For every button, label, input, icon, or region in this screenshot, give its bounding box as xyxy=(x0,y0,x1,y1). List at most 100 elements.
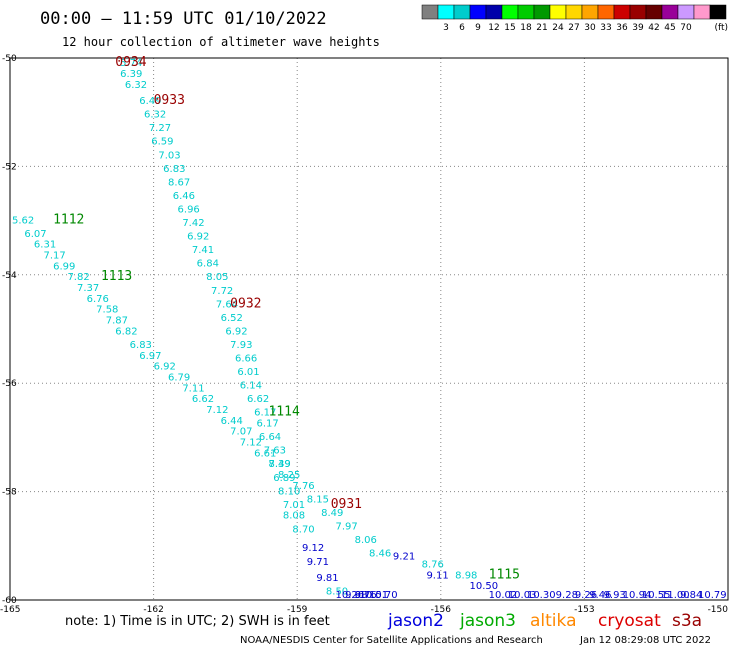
plot-frame xyxy=(9,57,729,601)
cryosat-value-label: 7.27 xyxy=(149,123,171,134)
colorbar-swatch xyxy=(421,4,439,20)
cryosat-value-label: 6.31 xyxy=(34,240,56,251)
colorbar-swatch xyxy=(517,4,535,20)
cryosat-value-label: 6.92 xyxy=(225,326,247,337)
cryosat-value-label: 6.84 xyxy=(197,259,219,270)
cryosat-value-label: 7.93 xyxy=(230,340,252,351)
colorbar-label: 42 xyxy=(648,23,659,33)
pass-label: 1114 xyxy=(268,405,299,420)
x-tick-label: -165 xyxy=(0,605,20,615)
cryosat-value-label: 5.62 xyxy=(12,215,34,226)
cryosat-value-label: 6.17 xyxy=(257,419,279,430)
jason2-value-label: 10.79 xyxy=(698,590,727,601)
jason2-value-label: 9.21 xyxy=(393,551,415,562)
cryosat-value-label: 6.92 xyxy=(187,232,209,243)
colorbar-swatch xyxy=(661,4,679,20)
colorbar-label: 18 xyxy=(520,23,532,33)
jason2-value-label: 9.93 xyxy=(604,590,626,601)
colorbar-label: 24 xyxy=(552,23,564,33)
cryosat-value-label: 6.76 xyxy=(87,294,109,305)
cryosat-value-label: 8.08 xyxy=(283,511,305,522)
footer-credit: NOAA/NESDIS Center for Satellite Applica… xyxy=(240,635,543,646)
jason2-value-label: 10.51 xyxy=(359,590,388,601)
pass-label: 1115 xyxy=(489,567,520,582)
jason2-value-label: 10.02 xyxy=(489,590,518,601)
y-tick-label: -50 xyxy=(2,54,17,64)
jason2-value-label: 9.71 xyxy=(307,557,329,568)
colorbar-label: 36 xyxy=(616,23,628,33)
cryosat-value-label: 6.46 xyxy=(173,191,195,202)
cryosat-value-label: 6.79 xyxy=(168,372,190,383)
cryosat-value-label: 6.49 xyxy=(139,96,161,107)
y-tick-label: -60 xyxy=(2,596,17,606)
y-tick-label: -58 xyxy=(2,488,17,498)
cryosat-value-label: 6.32 xyxy=(125,80,147,91)
cryosat-value-label: 8.98 xyxy=(455,570,477,581)
cryosat-value-label: 6.01 xyxy=(237,367,259,378)
jason2-value-label: 10.30 xyxy=(527,590,556,601)
jason2-value-label: 9.84 xyxy=(680,590,702,601)
y-tick-label: -52 xyxy=(2,162,17,172)
cryosat-value-label: 7.58 xyxy=(96,305,118,316)
colorbar-label: 21 xyxy=(536,23,547,33)
pass-label: 0934 xyxy=(115,55,146,70)
x-tick-label: -162 xyxy=(143,605,163,615)
cryosat-value-label: 7.37 xyxy=(77,283,99,294)
cryosat-value-label: 7.97 xyxy=(335,522,357,533)
cryosat-value-label: 7.12 xyxy=(206,405,228,416)
cryosat-value-label: 6.82 xyxy=(115,326,137,337)
cryosat-value-label: 6.61 xyxy=(254,448,276,459)
pass-label: 0932 xyxy=(230,296,261,311)
jason2-value-label: 9.12 xyxy=(302,543,324,554)
cryosat-value-label: 8.76 xyxy=(422,559,444,570)
jason2-value-label: 10.26 xyxy=(335,590,364,601)
cryosat-value-label: 8.70 xyxy=(292,524,314,535)
cryosat-value-label: 6.32 xyxy=(144,110,166,121)
colorbar-swatch xyxy=(613,4,631,20)
cryosat-value-label: 8.49 xyxy=(321,508,343,519)
cryosat-value-label: 6.97 xyxy=(139,351,161,362)
cryosat-value-label: 6.52 xyxy=(221,313,243,324)
footer-timestamp: Jan 12 08:29:08 UTC 2022 xyxy=(579,635,711,646)
x-tick-label: -159 xyxy=(287,605,308,615)
cryosat-value-label: 6.14 xyxy=(240,381,262,392)
mission-jason3: jason3 xyxy=(459,611,516,631)
colorbar-swatch xyxy=(453,4,471,20)
axis-ticks: -165 -162 -159 -156 -153 -150 -50 -52 -54 -56 -58 -… xyxy=(0,54,728,615)
colorbar-swatch xyxy=(645,4,663,20)
colorbar-swatch xyxy=(437,4,455,20)
cryosat-value-label: 6.44 xyxy=(221,416,243,427)
cryosat-value-label: 7.11 xyxy=(182,383,204,394)
colorbar-swatch xyxy=(549,4,567,20)
colorbar-label: 30 xyxy=(584,23,596,33)
chart-title: 00:00 – 11:59 UTC 01/10/2022 xyxy=(40,9,327,29)
pass-label: 1112 xyxy=(53,212,84,227)
pass-label: 1113 xyxy=(101,269,132,284)
jason2-value-label: 9.46 xyxy=(589,590,611,601)
colorbar-label: 45 xyxy=(664,23,675,33)
cryosat-value-label: 8.05 xyxy=(206,272,228,283)
cryosat-value-label: 7.01 xyxy=(283,500,305,511)
cryosat-value-label: 6.62 xyxy=(192,394,214,405)
colorbar-swatch xyxy=(565,4,583,20)
x-tick-label: -153 xyxy=(574,605,594,615)
cryosat-value-label: 5.74 xyxy=(120,58,142,69)
colorbar-unit: (ft) xyxy=(714,23,728,33)
cryosat-value-label: 8.25 xyxy=(278,470,300,481)
jason2-value-label: 10.94 xyxy=(623,590,652,601)
colorbar-label: 6 xyxy=(459,23,465,33)
colorbar-swatch xyxy=(709,4,727,20)
cryosat-value-label: 7.39 xyxy=(268,459,290,470)
cryosat-value-label: 7.07 xyxy=(230,427,252,438)
cryosat-value-label: 7.87 xyxy=(106,316,128,327)
y-tick-label: -54 xyxy=(2,271,17,281)
cryosat-value-label: 6.39 xyxy=(120,69,142,80)
jason2-value-label: 9.68 xyxy=(345,590,367,601)
cryosat-value-label: 7.76 xyxy=(292,481,314,492)
cryosat-value-label: 8.50 xyxy=(326,587,348,598)
mission-legend: jason2 jason3 altika cryosat s3a xyxy=(387,611,702,631)
cryosat-value-label: 7.72 xyxy=(211,286,233,297)
pass-label: 0933 xyxy=(154,93,185,108)
colorbar-swatch xyxy=(677,4,695,20)
